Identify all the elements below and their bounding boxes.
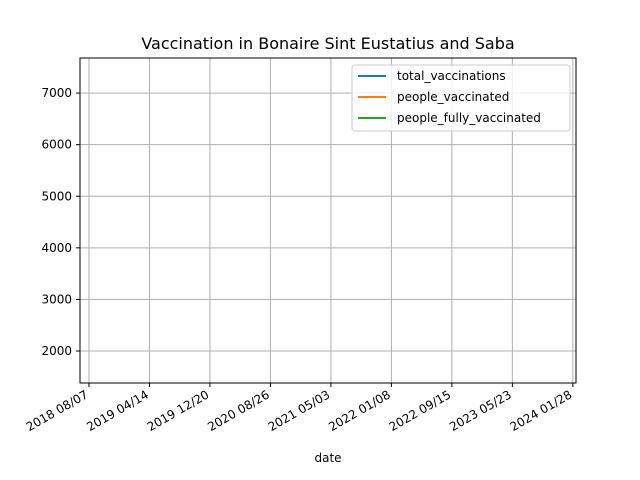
x-tick-label: 2019 04/14: [84, 387, 151, 434]
y-tick-label: 7000: [41, 86, 72, 100]
y-tick-label: 6000: [41, 138, 72, 152]
y-tick-label: 3000: [41, 292, 72, 306]
legend-entry: total_vaccinations: [397, 69, 506, 83]
x-tick-label: 2023 05/23: [447, 387, 514, 434]
legend-entry: people_vaccinated: [397, 90, 509, 104]
x-tick-label: 2019 12/20: [145, 387, 212, 434]
x-tick-label: 2024 01/28: [508, 387, 575, 434]
x-tick-label: 2022 01/08: [326, 387, 393, 434]
y-tick-label: 4000: [41, 241, 72, 255]
legend: total_vaccinations people_vaccinatedpeopl…: [351, 64, 571, 132]
plot-frame: [79, 57, 577, 384]
legend-entry: people_fully_vaccinated: [397, 111, 541, 125]
y-tick-label: 5000: [41, 189, 72, 203]
x-tick-label: 2021 05/03: [266, 387, 333, 434]
y-tick-label: 2000: [41, 344, 72, 358]
x-tick-label: 2020 08/26: [205, 387, 272, 434]
legend-box: [351, 64, 571, 132]
chart-title: Vaccination in Bonaire Sint Eustatius an…: [141, 34, 514, 53]
x-tick-label: 2022 09/15: [387, 387, 454, 434]
x-axis-label: date: [314, 451, 341, 465]
x-tick-label: 2018 08/07: [24, 387, 91, 434]
y-axis-ticks: 2000 3000 4000 5000 6000 7000: [41, 86, 80, 358]
